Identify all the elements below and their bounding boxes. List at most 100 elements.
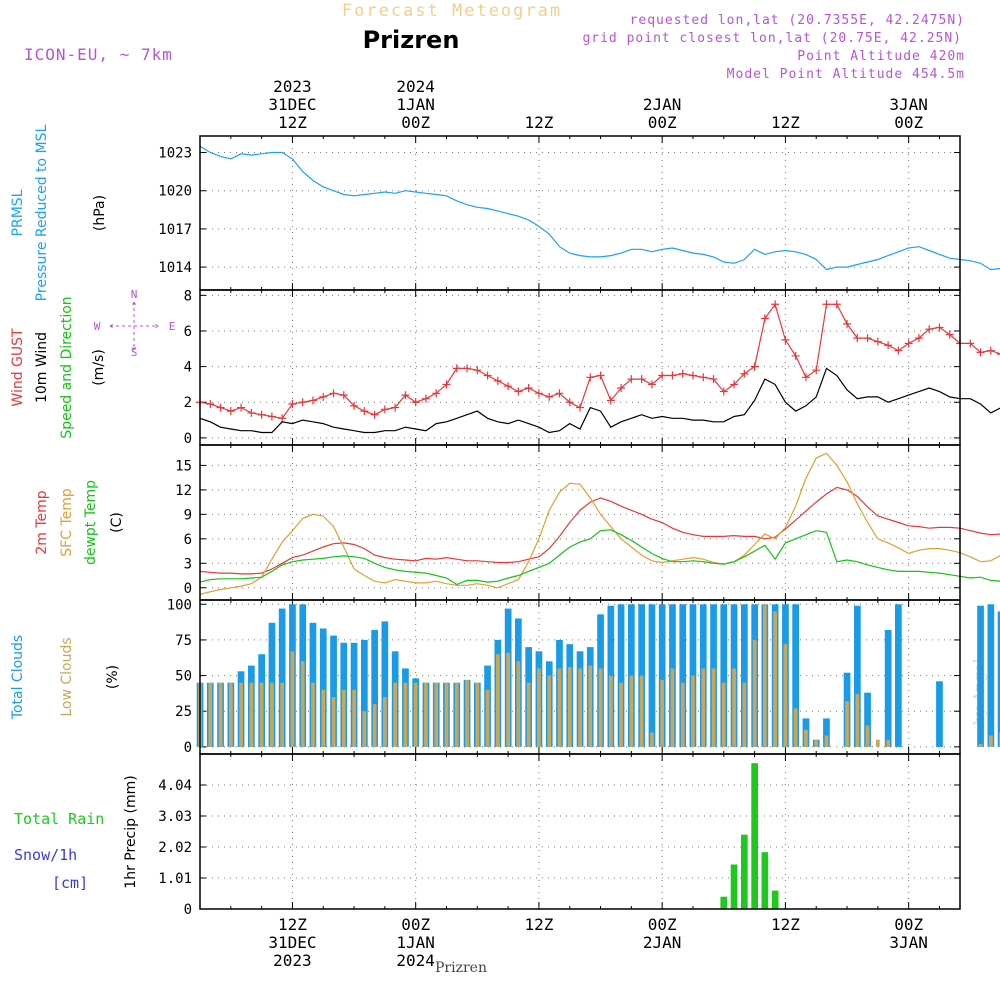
bar	[229, 682, 233, 747]
bar	[434, 682, 439, 747]
point-altitude: Point Altitude 420m	[797, 49, 965, 64]
gust-point	[791, 351, 800, 360]
bar	[763, 604, 767, 747]
gust-point	[771, 300, 780, 309]
bar	[884, 629, 892, 747]
gust-point	[699, 373, 708, 382]
compass-n: N	[131, 288, 138, 301]
gust-point	[545, 392, 554, 401]
top-year: 2024	[396, 77, 435, 96]
y-tick-label: 3	[184, 556, 192, 572]
gust-point	[288, 400, 297, 409]
bar	[845, 701, 849, 747]
gust-point	[493, 376, 502, 385]
bar	[371, 629, 378, 747]
panel-label: (m/s)	[91, 349, 107, 386]
gust-point	[504, 382, 513, 391]
panel-4: 0 25 50 75 100 Total Clouds Low Clouds (%)	[10, 597, 1000, 756]
gust-point	[463, 364, 472, 373]
gust-point	[257, 410, 266, 419]
product-title: Forecast Meteogram	[342, 1, 562, 21]
label-total-rain: Total Rain	[14, 810, 104, 828]
y-tick-label: 0	[184, 740, 192, 756]
gust-point	[206, 400, 215, 409]
panel-3: 0 3 6 9 12 15 2m Temp SFC Temp dewpt Temp (C)	[34, 444, 1000, 601]
bar	[987, 604, 995, 747]
bar	[711, 668, 716, 747]
gust-point	[627, 375, 636, 384]
gust-point	[391, 403, 400, 412]
gust-point	[637, 375, 646, 384]
bottom-hour: 00Z	[894, 915, 923, 934]
gust-point	[884, 341, 893, 350]
bar	[670, 668, 675, 747]
bar	[619, 682, 623, 747]
compass-arrows	[109, 301, 159, 351]
bar	[742, 682, 747, 747]
bar	[413, 682, 418, 747]
gust-point	[473, 366, 482, 375]
gust-point	[514, 387, 523, 396]
gust-point	[914, 334, 923, 343]
y-tick-label: 15	[175, 458, 192, 474]
top-hour: 00Z	[401, 113, 430, 132]
bar	[855, 694, 860, 747]
bar	[751, 763, 758, 909]
gust-point	[606, 396, 615, 405]
gust-point	[688, 371, 697, 380]
bar-series-2	[198, 604, 1000, 747]
model-altitude: Model Point Altitude 454.5m	[727, 67, 965, 82]
bottom-hour: 12Z	[771, 915, 800, 934]
top-hour: 12Z	[278, 113, 307, 132]
panel-label: Wind GUST	[10, 328, 26, 407]
bar	[485, 689, 490, 747]
bottom-hour: 00Z	[648, 915, 677, 934]
gust-point	[226, 407, 235, 416]
panel-label: Low Clouds	[59, 637, 75, 716]
y-tick-label: 6	[184, 532, 192, 548]
bar	[804, 729, 808, 747]
y-tick-label: 6	[184, 324, 192, 340]
bar	[793, 708, 798, 747]
panel-frame	[199, 753, 961, 910]
gust-point	[658, 371, 667, 380]
bar	[578, 668, 582, 747]
footer-location: Prizren	[435, 960, 487, 976]
precip-labels: Total Rain Snow/1h [cm] 1hr Precip (mm)	[14, 775, 139, 892]
gust-point	[534, 389, 543, 398]
bar	[444, 682, 449, 747]
gust-point	[339, 391, 348, 400]
gust-point	[380, 405, 389, 414]
grid-point-coords: grid point closest lon,lat (20.75E, 42.2…	[582, 31, 962, 46]
y-tick-label: 50	[175, 669, 192, 685]
compass-w: W	[94, 320, 101, 333]
bar	[321, 689, 326, 747]
bottom-year: 2023	[273, 951, 312, 970]
panel-label: (C)	[109, 512, 125, 533]
gust-point	[812, 366, 821, 375]
bar	[516, 661, 521, 747]
panel-label: SFC Temp	[59, 488, 75, 557]
bar	[311, 682, 315, 747]
gust-point	[935, 323, 944, 332]
gust-point	[401, 391, 410, 400]
gust-point	[832, 300, 841, 309]
bar-series-1	[720, 763, 779, 909]
bar	[741, 834, 748, 909]
bar	[278, 608, 286, 747]
bar	[331, 697, 336, 747]
panel-frame	[199, 444, 961, 601]
bar	[557, 668, 562, 747]
gust-point	[524, 383, 533, 392]
bar	[761, 852, 769, 909]
bar	[319, 628, 327, 747]
top-hour: 00Z	[894, 113, 923, 132]
gust-point	[555, 389, 564, 398]
top-hour: 00Z	[648, 113, 677, 132]
y-tick-label: 4	[184, 360, 192, 376]
bar	[701, 668, 706, 747]
bar	[720, 604, 728, 747]
top-year: 2023	[273, 77, 312, 96]
bar	[352, 689, 356, 747]
gust-point	[298, 398, 307, 407]
